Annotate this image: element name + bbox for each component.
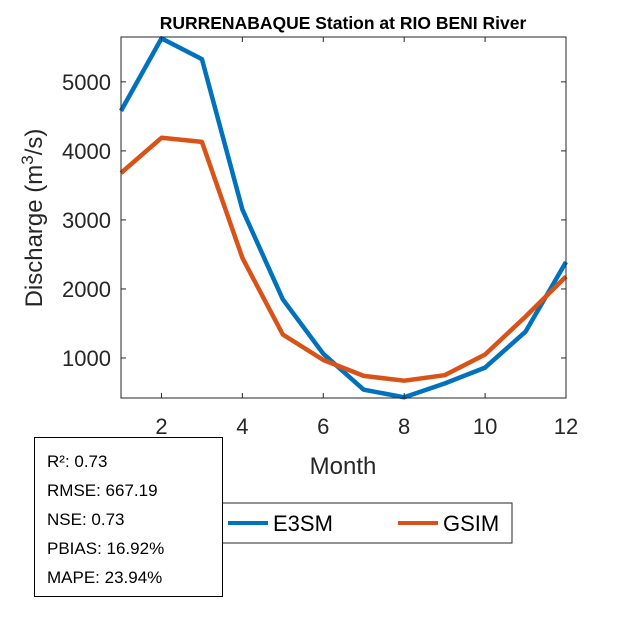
x-tick-label: 10: [473, 414, 497, 439]
chart-title: RURRENABAQUE Station at RIO BENI River: [160, 13, 527, 33]
x-tick-label: 12: [554, 414, 578, 439]
stat-r2: R²: 0.73: [47, 452, 108, 471]
stat-mape: MAPE: 23.94%: [47, 568, 163, 587]
legend-label-e3sm: E3SM: [273, 511, 333, 536]
y-axis-label: Discharge (m3/s): [18, 129, 48, 308]
stat-pbias: PBIAS: 16.92%: [47, 539, 165, 558]
y-tick-label: 3000: [62, 208, 111, 233]
plot-area: [120, 36, 567, 399]
legend: E3SM GSIM: [211, 502, 513, 544]
y-axis-ticks: 1000 2000 3000 4000 5000: [62, 70, 566, 371]
y-tick-label: 1000: [62, 346, 111, 371]
x-tick-label: 4: [236, 414, 248, 439]
series-layer: [119, 36, 568, 400]
series-line-gsim: [119, 135, 568, 383]
y-tick-label: 2000: [62, 277, 111, 302]
y-axis-label-superscript: 3: [18, 155, 37, 164]
stats-box: R²: 0.73 RMSE: 667.19 NSE: 0.73 PBIAS: 1…: [34, 437, 223, 597]
stat-rmse: RMSE: 667.19: [47, 481, 158, 500]
y-tick-label: 4000: [62, 139, 111, 164]
x-tick-label: 6: [317, 414, 329, 439]
x-tick-label: 8: [398, 414, 410, 439]
x-axis-ticks: 2 4 6 8 10 12: [155, 37, 578, 439]
legend-label-gsim: GSIM: [443, 511, 499, 536]
series-line-e3sm: [119, 36, 568, 400]
x-tick-label: 2: [155, 414, 167, 439]
x-axis-label: Month: [310, 453, 377, 480]
y-tick-label: 5000: [62, 70, 111, 95]
stat-nse: NSE: 0.73: [47, 510, 125, 529]
